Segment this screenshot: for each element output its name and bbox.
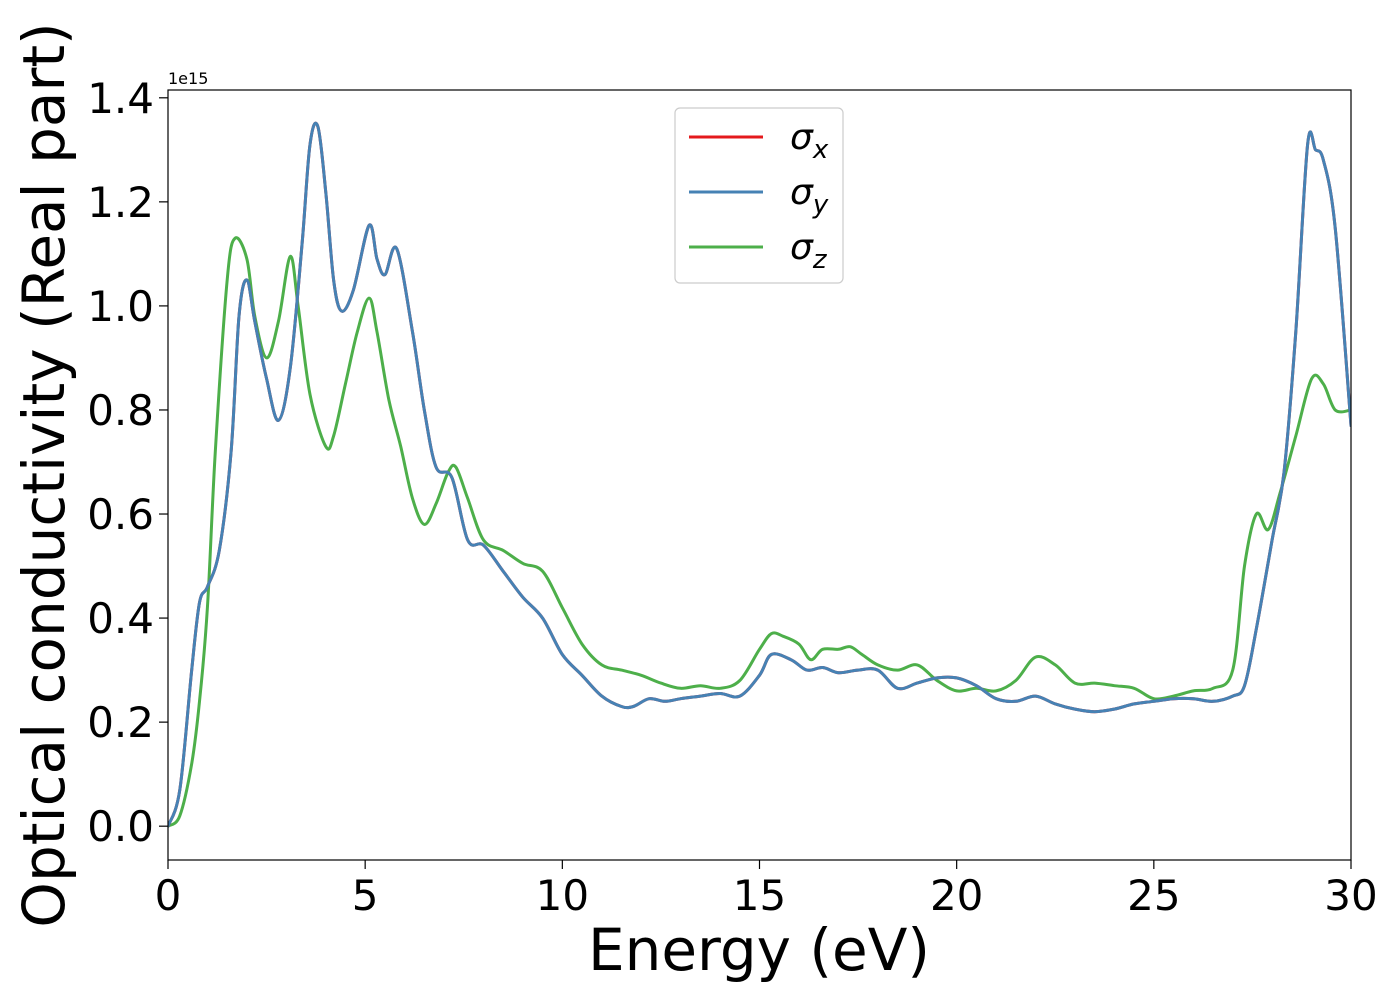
x-tick-label: 20 <box>930 871 983 920</box>
y-tick-label: 1.4 <box>87 74 154 123</box>
y-tick-label: 1.2 <box>87 178 154 227</box>
y-tick-label: 0.2 <box>87 698 154 747</box>
x-tick-label: 5 <box>352 871 379 920</box>
y-tick-label: 0.0 <box>87 802 154 851</box>
y-offset-label: 1e15 <box>168 69 208 88</box>
x-axis-title: Energy (eV) <box>588 916 930 984</box>
y-tick-label: 0.8 <box>87 386 154 435</box>
y-axis-title: Optical conductivity (Real part) <box>10 22 78 927</box>
y-tick-label: 0.6 <box>87 490 154 539</box>
y-tick-label: 0.4 <box>87 594 154 643</box>
x-tick-label: 25 <box>1127 871 1180 920</box>
series-line-y <box>168 121 1351 828</box>
legend-box <box>674 107 844 284</box>
series-line-z <box>168 236 1351 828</box>
x-axis: 0 5 10 15 20 25 30 <box>155 860 1378 920</box>
x-tick-label: 15 <box>733 871 786 920</box>
legend-label-x: σx <box>790 117 829 165</box>
series-layer <box>168 121 1351 828</box>
legend-label-y: σy <box>790 172 829 220</box>
y-tick-label: 1.0 <box>87 282 154 331</box>
legend: σx σy σz <box>674 107 844 284</box>
x-tick-label: 10 <box>536 871 589 920</box>
legend-label-z: σz <box>790 227 828 275</box>
x-tick-label: 0 <box>155 871 182 920</box>
x-tick-label: 30 <box>1324 871 1377 920</box>
y-axis: 0.0 0.2 0.4 0.6 0.8 1.0 1.2 1.4 <box>87 74 168 851</box>
